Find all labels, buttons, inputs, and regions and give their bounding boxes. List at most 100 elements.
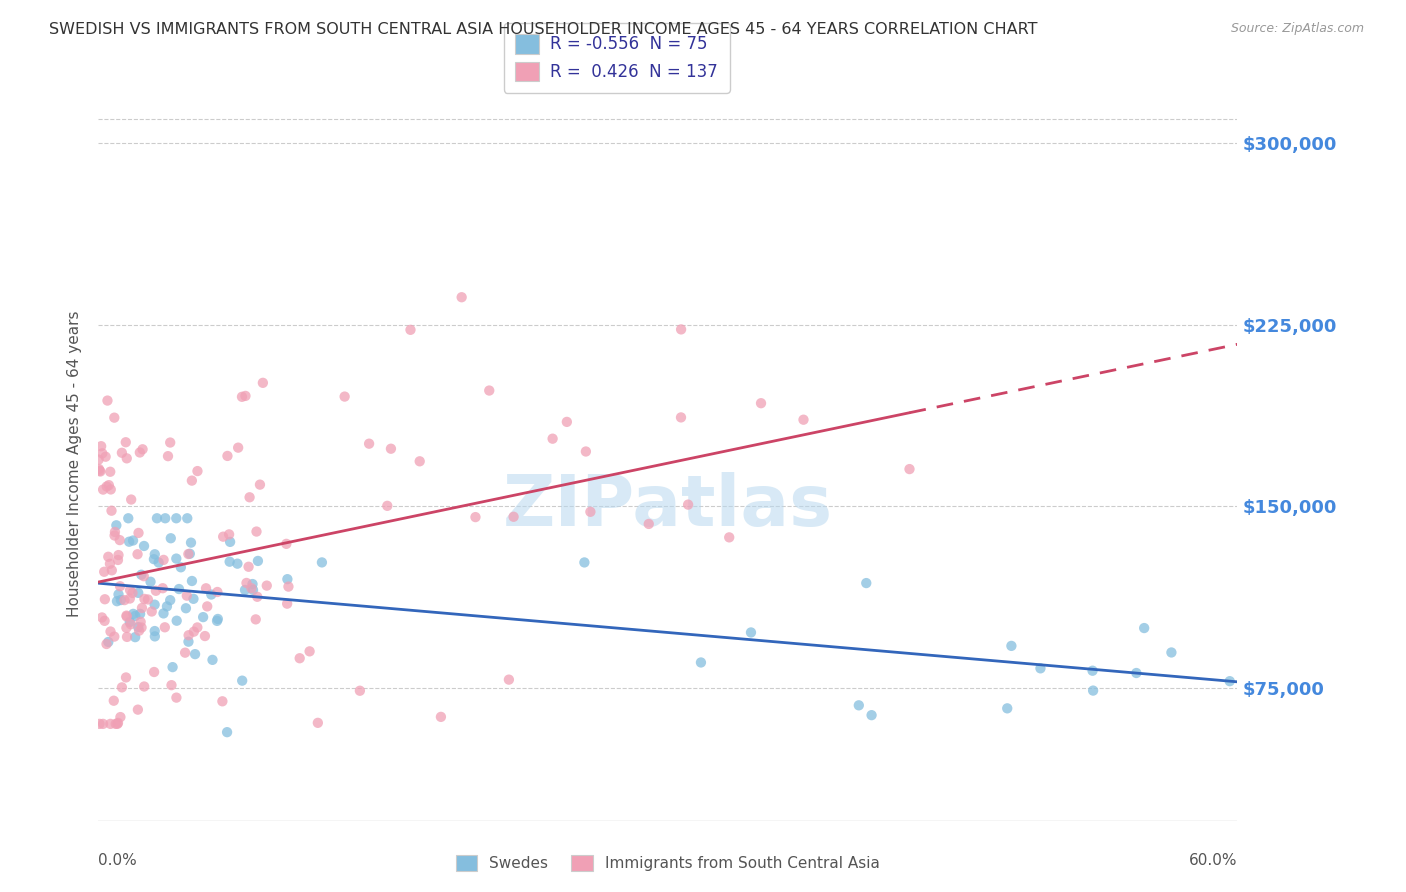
Point (127, 586, 149, 600)
Point (231, 390, 253, 404)
Point (669, 322, 692, 336)
Point (183, 591, 205, 606)
Point (118, 583, 141, 598)
Point (153, 620, 176, 634)
Point (170, 560, 193, 574)
Point (159, 435, 181, 450)
Point (177, 628, 200, 642)
Point (91, 483, 114, 497)
Point (165, 551, 187, 566)
Point (143, 547, 166, 561)
Point (218, 527, 240, 541)
Point (1081, 664, 1104, 678)
Point (159, 531, 181, 545)
Point (226, 441, 249, 455)
Point (177, 634, 200, 648)
Point (156, 449, 179, 463)
Point (118, 534, 141, 549)
Point (110, 593, 132, 607)
Point (131, 567, 153, 582)
Point (246, 590, 269, 604)
Point (498, 673, 520, 687)
Point (136, 592, 159, 607)
Point (637, 516, 659, 531)
Point (146, 511, 169, 525)
Point (1160, 645, 1182, 659)
Point (450, 290, 472, 304)
Point (115, 608, 138, 623)
Point (212, 530, 235, 544)
Point (155, 511, 177, 525)
Point (122, 533, 145, 548)
Point (131, 442, 153, 457)
Point (855, 576, 877, 591)
Point (143, 629, 166, 643)
Point (124, 630, 146, 644)
Point (148, 556, 170, 570)
Point (669, 410, 692, 425)
Point (180, 535, 202, 549)
Point (97, 549, 120, 564)
Point (201, 653, 224, 667)
Point (195, 582, 218, 596)
Point (111, 681, 134, 695)
Point (245, 612, 267, 626)
Point (233, 582, 256, 597)
Point (1219, 674, 1241, 689)
Point (177, 547, 200, 561)
Point (120, 492, 142, 507)
Point (134, 680, 156, 694)
Point (995, 701, 1018, 715)
Point (128, 445, 150, 459)
Point (555, 415, 578, 429)
Point (127, 703, 149, 717)
Point (162, 660, 184, 674)
Text: 0.0%: 0.0% (98, 853, 138, 868)
Point (174, 646, 197, 660)
Point (139, 574, 162, 589)
Point (96, 479, 118, 493)
Point (128, 624, 150, 638)
Point (464, 510, 486, 524)
Point (108, 533, 131, 547)
Point (114, 435, 136, 450)
Point (167, 582, 190, 596)
Point (211, 694, 233, 708)
Point (740, 625, 762, 640)
Point (430, 710, 453, 724)
Point (118, 591, 141, 606)
Point (120, 617, 142, 632)
Point (183, 624, 205, 639)
Point (143, 598, 166, 612)
Point (145, 583, 167, 598)
Point (122, 607, 145, 621)
Point (179, 547, 201, 561)
Point (276, 537, 298, 551)
Point (91, 446, 114, 460)
Point (103, 630, 125, 644)
Point (219, 534, 242, 549)
Point (399, 323, 422, 337)
Point (1125, 665, 1147, 680)
Point (115, 621, 138, 635)
Point (195, 599, 218, 614)
Point (217, 725, 239, 739)
Point (200, 588, 222, 602)
Point (100, 483, 122, 497)
Point (311, 556, 333, 570)
Point (792, 413, 814, 427)
Point (115, 670, 138, 684)
Point (333, 390, 356, 404)
Point (101, 563, 124, 577)
Point (103, 694, 125, 708)
Point (1000, 639, 1022, 653)
Point (238, 559, 260, 574)
Point (121, 586, 143, 600)
Point (1029, 661, 1052, 675)
Point (117, 511, 139, 525)
Point (93, 565, 115, 579)
Point (143, 665, 166, 679)
Point (478, 384, 501, 398)
Point (131, 601, 153, 615)
Point (898, 462, 921, 476)
